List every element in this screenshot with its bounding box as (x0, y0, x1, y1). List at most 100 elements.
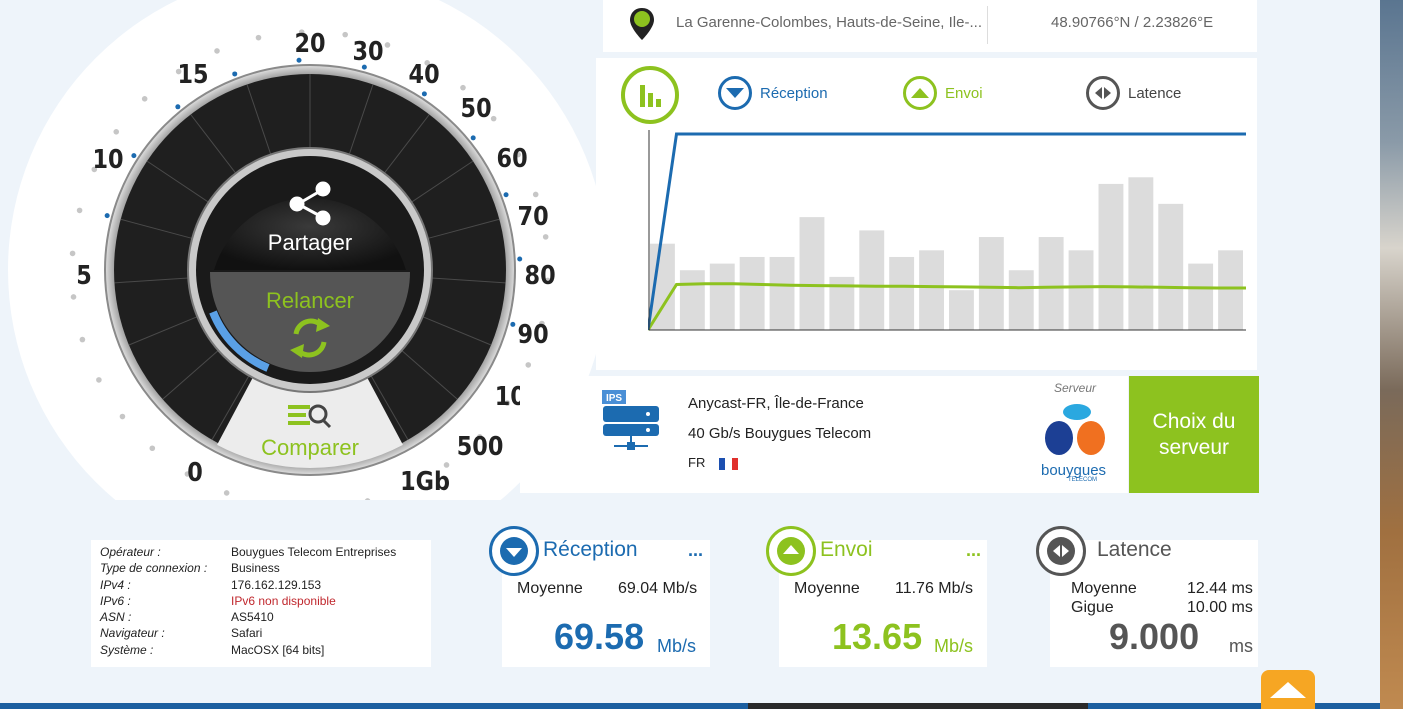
location-name: La Garenne-Colombes, Hauts-de-Seine, Ile… (676, 14, 982, 31)
share-button[interactable] (214, 198, 406, 270)
legend-upload-label: Envoi (945, 84, 983, 102)
scroll-top-button[interactable] (1261, 670, 1315, 709)
gauge-tick-label: 500 (457, 430, 504, 461)
latency-bar (949, 290, 974, 330)
gauge-dot (539, 320, 545, 327)
gauge-dot (113, 128, 120, 135)
restart-label: Relancer (266, 288, 354, 313)
gauge-dot (424, 60, 430, 66)
info-key: ASN : (100, 610, 132, 625)
gauge-dots (69, 29, 551, 500)
upload-more-button[interactable]: ... (966, 540, 982, 560)
gauge-dot (175, 68, 182, 75)
gauge-dot (364, 498, 371, 500)
gauge-dot (504, 400, 511, 406)
location-coords: 48.90766°N / 2.23826°E (1051, 14, 1214, 31)
gauge-ticks (104, 57, 523, 327)
latency-unit: ms (1229, 636, 1253, 656)
chart-icon[interactable] (621, 66, 679, 124)
info-key: IPv6 : (100, 593, 131, 608)
gauge-tick (296, 57, 302, 63)
gauge-segment-line (246, 84, 272, 157)
connection-info: Opérateur : Bouygues Telecom Entreprises T… (91, 540, 431, 667)
info-key: Navigateur : (100, 626, 165, 641)
latency-avg-label: Moyenne (1071, 580, 1137, 597)
latency-bar (799, 217, 825, 330)
download-more-button[interactable]: ... (688, 540, 704, 560)
info-row: IPv6 : IPv6 non disponible (100, 593, 431, 609)
legend-latency[interactable]: Latence (1086, 76, 1181, 110)
upload-icon (903, 76, 937, 110)
gauge-dot (149, 445, 156, 452)
info-value: Business (231, 561, 280, 576)
gauge-segment-line (409, 160, 474, 204)
gauge-tick (470, 135, 476, 141)
gauge-segment-line (128, 315, 200, 346)
gauge-segment-line (425, 218, 500, 240)
info-value: MacOSX [64 bits] (231, 642, 325, 657)
gauge-dot (69, 250, 76, 257)
gauge-tick (421, 91, 427, 97)
server-capacity: 40 Gb/s Bouygues Telecom (688, 425, 872, 442)
speed-gauge: Partager Relancer Comparer 0 5 10 15 20 30 40 5… (8, 0, 608, 500)
info-key: IPv4 : (100, 577, 131, 592)
map-pin-icon (630, 8, 654, 40)
download-avg-value: 69.04 Mb/s (618, 580, 698, 597)
legend-download[interactable]: Réception (718, 76, 828, 110)
gauge-dot (91, 166, 98, 173)
download-title: Réception (543, 538, 638, 561)
legend-latency-label: Latence (1128, 84, 1182, 102)
info-row: Navigateur : Safari (100, 625, 431, 641)
gauge-tick-label: 70 (518, 200, 549, 231)
gauge-dot (544, 277, 551, 284)
gauge-dot (79, 336, 86, 343)
speed-chart (648, 130, 1246, 331)
gauge-tick (503, 192, 509, 198)
gauge-segment-line (211, 373, 251, 440)
latency-bar (889, 256, 915, 330)
download-speed-value: 69.58 (554, 616, 645, 657)
gauge-dot (476, 434, 483, 440)
latency-bar (1218, 250, 1243, 330)
jitter-label: Gigue (1071, 599, 1114, 616)
server-card: IPS Anycast-FR, Île-de-France 40 Gb/s Bo… (520, 376, 1128, 493)
latency-bar (769, 256, 795, 330)
gauge-dot (490, 115, 497, 122)
gauge-segment-line (146, 160, 211, 204)
choose-server-button[interactable]: Choix du serveur (1129, 376, 1259, 493)
upload-speed-unit: Mb/s (934, 636, 974, 656)
bottom-bar (0, 703, 1380, 709)
legend-upload[interactable]: Envoi (903, 76, 983, 110)
gauge-tick (131, 153, 137, 159)
gauge-segment-line (399, 348, 458, 400)
gauge-tick-label: 90 (518, 318, 549, 349)
gauge-dot (460, 84, 466, 91)
gauge-segment-line (369, 373, 409, 440)
gauge-dot (70, 294, 77, 300)
download-speed-unit: Mb/s (657, 636, 697, 656)
latency-bar (978, 237, 1004, 330)
gauge-tick-label: 10 (92, 143, 123, 174)
gauge-tick-label: 60 (497, 142, 528, 173)
bouygues-brand: bouygues (1041, 462, 1107, 479)
server-name: Anycast-FR, Île-de-France (688, 395, 864, 412)
france-flag-icon (719, 458, 738, 470)
gauge-segment-line (382, 114, 430, 176)
info-row: Système : MacOSX [64 bits] (100, 642, 431, 658)
compare-icon (288, 404, 332, 429)
gauge-tick-label: 20 (295, 27, 326, 58)
latency-bar (1038, 237, 1064, 330)
gauge-segment-line (190, 114, 238, 176)
gauge-segments (114, 74, 506, 440)
legend-download-label: Réception (760, 84, 828, 102)
upload-title: Envoi (820, 538, 873, 561)
gauge-segment-line (162, 348, 221, 400)
latency-bar (1158, 203, 1184, 330)
server-icon: IPS (602, 390, 659, 450)
download-icon (718, 76, 752, 110)
info-row: IPv4 : 176.162.129.153 (100, 577, 431, 593)
gauge-dot (443, 462, 450, 468)
latency-bar (709, 263, 735, 330)
latency-bar (1098, 183, 1124, 330)
info-value: IPv6 non disponible (231, 593, 336, 608)
